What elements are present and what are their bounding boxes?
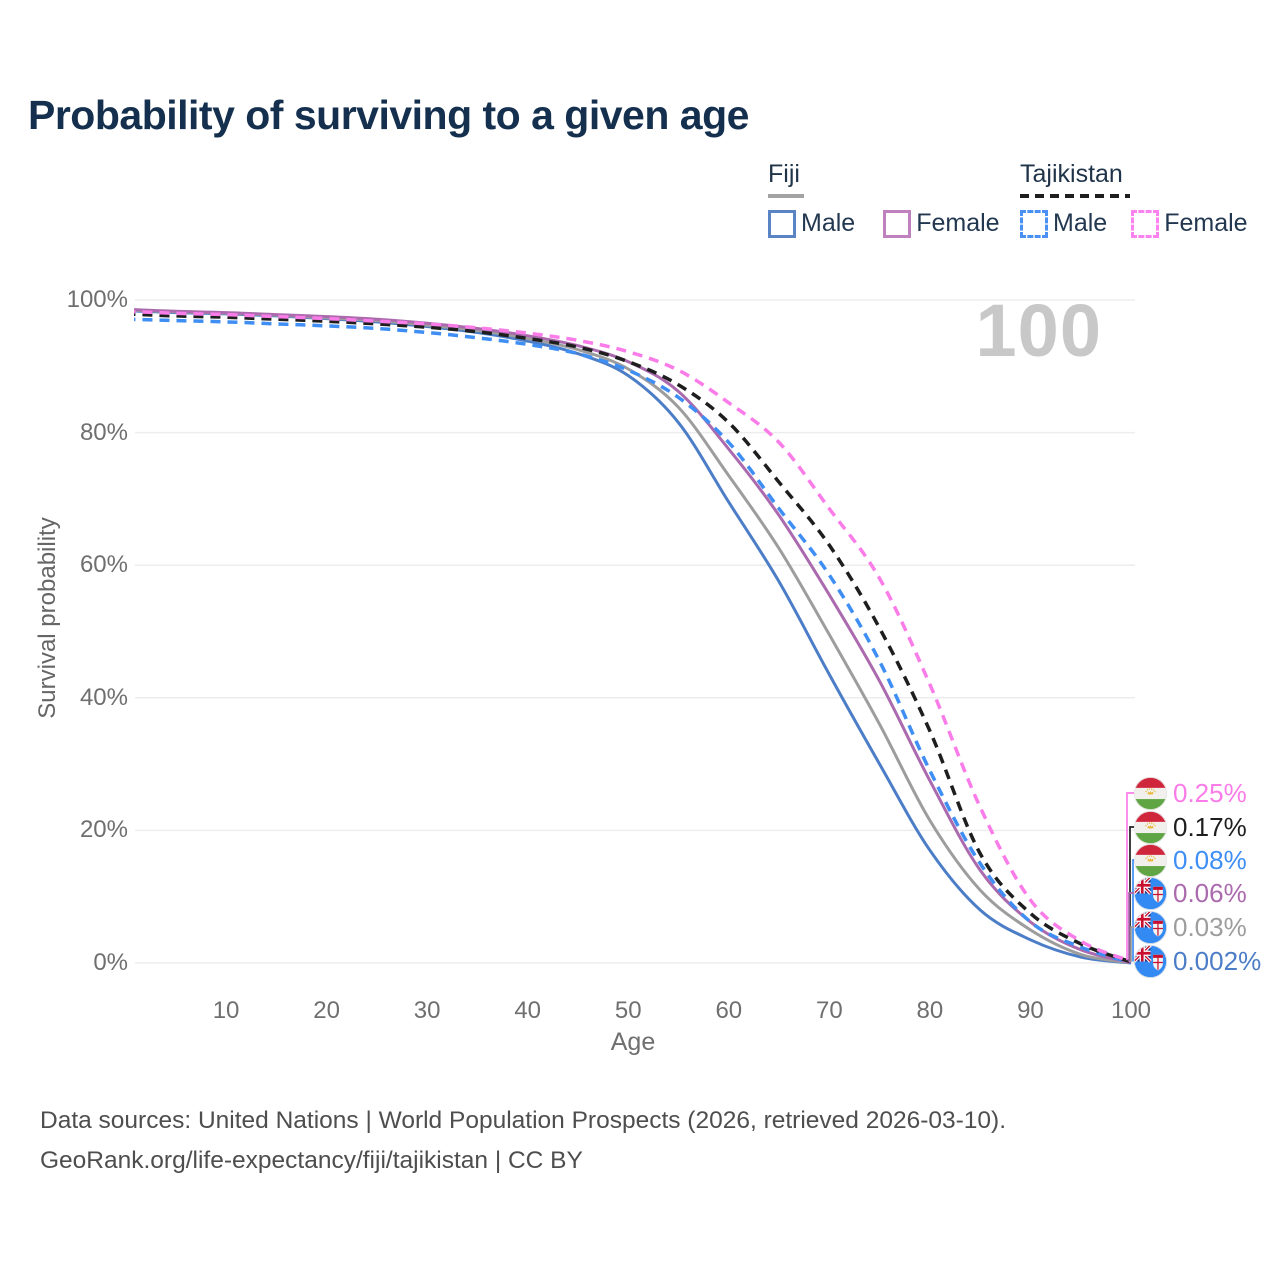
x-tick-label: 80 [916, 997, 944, 1024]
y-tick-label: 100% [66, 286, 128, 313]
curve-taj-female [134, 309, 1132, 963]
footer-attribution: GeoRank.org/life-expectancy/fiji/tajikis… [40, 1147, 583, 1174]
x-tick-label: 20 [313, 997, 340, 1024]
end-label-value: 0.03% [1173, 911, 1247, 942]
legend-tajikistan-female-label: Female [1164, 209, 1248, 237]
y-tick-label: 0% [93, 949, 128, 976]
legend-tajikistan-line-sample [1020, 194, 1130, 198]
fiji-female-swatch-icon[interactable] [883, 209, 912, 238]
legend-group-tajikistan: Tajikistan Male Female [1020, 160, 1248, 238]
legend-item-tajikistan-female[interactable]: Female [1131, 209, 1248, 238]
legend-item-fiji-female[interactable]: Female [883, 209, 1000, 238]
x-tick-label: 50 [614, 997, 642, 1024]
curve-taj-total [134, 312, 1132, 964]
end-label-fiji-total: 0.03% [1134, 910, 1247, 944]
curve-taj-male [134, 317, 1132, 965]
tajikistan-flag-icon [1134, 776, 1167, 810]
x-tick-label: 90 [1017, 997, 1044, 1024]
legend-fiji-male-label: Male [801, 209, 856, 237]
gridlines [135, 299, 1135, 964]
x-tick-label: 40 [514, 997, 542, 1024]
fiji-flag-icon [1134, 944, 1167, 978]
tajikistan-female-swatch-icon[interactable] [1131, 209, 1160, 238]
legend-item-fiji-male[interactable]: Male [768, 209, 855, 238]
end-label-value: 0.002% [1173, 945, 1262, 976]
x-tick-label: 70 [815, 997, 843, 1024]
end-label-value: 0.25% [1173, 777, 1247, 808]
end-label-value: 0.08% [1173, 844, 1247, 875]
x-axis-label: Age [610, 1028, 656, 1056]
legend-tajikistan-male-label: Male [1053, 209, 1108, 237]
tajikistan-flag-icon [1134, 843, 1167, 877]
fiji-flag-icon [1134, 910, 1167, 944]
legend-group-fiji: Fiji Male Female [768, 160, 1000, 238]
chart-title: Probability of surviving to a given age [28, 92, 749, 138]
end-label-taj-male: 0.08% [1134, 843, 1247, 877]
fiji-male-swatch-icon[interactable] [768, 209, 796, 238]
x-tick-label: 60 [715, 997, 743, 1024]
end-label-taj-total: 0.17% [1134, 810, 1247, 844]
legend-tajikistan-title[interactable]: Tajikistan [1020, 160, 1123, 188]
x-tick-label: 100 [1110, 997, 1152, 1024]
tajikistan-flag-icon [1134, 810, 1167, 844]
legend-fiji-line-sample [768, 194, 804, 198]
end-label-fiji-male: 0.002% [1134, 944, 1261, 978]
legend-item-tajikistan-male[interactable]: Male [1020, 209, 1107, 238]
x-tick-label: 10 [212, 997, 240, 1024]
end-label-fiji-female: 0.06% [1134, 876, 1247, 910]
fiji-flag-icon [1134, 876, 1167, 910]
legend-fiji-female-label: Female [916, 209, 1000, 237]
age-watermark: 100 [975, 289, 1102, 372]
y-tick-label: 60% [79, 551, 128, 579]
y-tick-label: 40% [79, 683, 128, 711]
legend-fiji-title[interactable]: Fiji [768, 160, 800, 188]
end-label-value: 0.06% [1173, 877, 1247, 908]
end-label-taj-female: 0.25% [1134, 776, 1247, 810]
y-tick-label: 80% [79, 418, 128, 446]
footer-data-sources: Data sources: United Nations | World Pop… [40, 1107, 1007, 1134]
y-tick-label: 20% [79, 816, 128, 844]
end-label-value: 0.17% [1173, 811, 1247, 842]
curve-fiji-female [134, 308, 1132, 965]
tajikistan-male-swatch-icon[interactable] [1020, 209, 1048, 238]
x-tick-label: 30 [413, 997, 441, 1024]
